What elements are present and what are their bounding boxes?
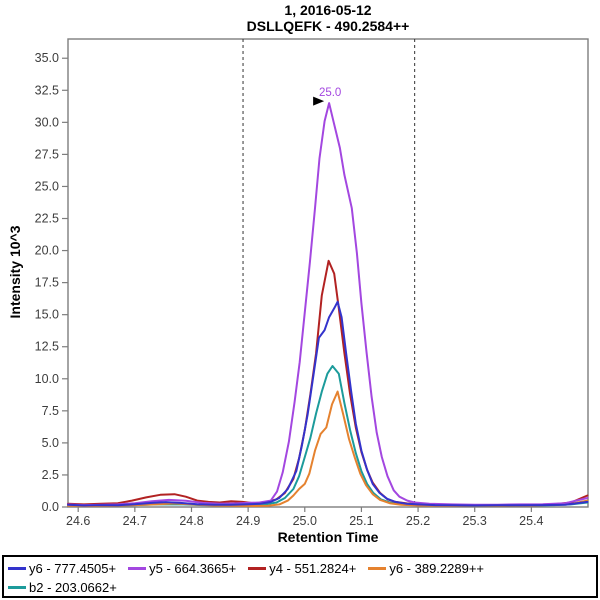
y-tick-label: 15.0 xyxy=(35,308,59,322)
chart-subtitle: DSLLQEFK - 490.2584++ xyxy=(246,18,410,34)
x-tick-label: 24.7 xyxy=(123,514,147,528)
trace-y6-777 xyxy=(67,300,589,507)
peak-annotation-label[interactable]: 25.0 xyxy=(319,87,341,99)
trace-y6-389 xyxy=(67,390,589,507)
trace-y5-664 xyxy=(67,102,589,507)
legend-swatch-darkred xyxy=(248,567,267,570)
y-tick-label: 5.0 xyxy=(42,436,59,450)
legend-item[interactable]: y6 - 777.4505+ xyxy=(8,559,116,578)
y-tick-label: 22.5 xyxy=(35,212,59,226)
plot-frame xyxy=(67,38,589,508)
y-tick-label: 0.0 xyxy=(42,500,59,514)
legend-swatch-orange xyxy=(368,567,387,570)
y-tick-label: 30.0 xyxy=(35,115,59,129)
trace-b2-203 xyxy=(67,365,589,507)
x-tick-label: 24.6 xyxy=(66,514,90,528)
trace-y4-551 xyxy=(67,259,589,507)
x-tick-label: 24.8 xyxy=(179,514,203,528)
legend-label: y5 - 664.3665+ xyxy=(149,561,237,576)
legend-swatch-purple xyxy=(128,567,147,570)
y-tick-label: 35.0 xyxy=(35,51,59,65)
y-axis-title: Intensity 10^3 xyxy=(7,225,23,319)
legend-item[interactable]: y5 - 664.3665+ xyxy=(128,559,236,578)
x-axis-title: Retention Time xyxy=(277,529,379,545)
legend-label: y6 - 777.4505+ xyxy=(29,561,117,576)
x-tick-label: 24.9 xyxy=(236,514,260,528)
y-tick-label: 10.0 xyxy=(35,372,59,386)
legend-label: y4 - 551.2824+ xyxy=(269,561,357,576)
x-tick-label: 25.0 xyxy=(293,514,317,528)
x-tick-label: 25.3 xyxy=(463,514,487,528)
y-tick-label: 25.0 xyxy=(35,179,59,193)
legend-item[interactable]: y6 - 389.2289++ xyxy=(368,559,484,578)
legend-item[interactable]: b2 - 203.0662+ xyxy=(8,578,117,597)
chart-title-block: 1, 2016-05-12 DSLLQEFK - 490.2584++ xyxy=(68,2,588,34)
legend-swatch-teal xyxy=(8,586,26,589)
x-tick-label: 25.4 xyxy=(519,514,543,528)
y-tick-label: 27.5 xyxy=(35,147,59,161)
chart-title: 1, 2016-05-12 xyxy=(284,2,372,18)
legend-swatch-blue xyxy=(8,567,26,570)
legend-label: y6 - 389.2289++ xyxy=(389,561,485,576)
legend-item[interactable]: y4 - 551.2824+ xyxy=(248,559,356,578)
y-tick-label: 17.5 xyxy=(35,276,59,290)
legend: y6 - 777.4505+ y5 - 664.3665+ y4 - 551.2… xyxy=(2,555,598,598)
y-tick-label: 20.0 xyxy=(35,244,59,258)
legend-label: b2 - 203.0662+ xyxy=(29,580,117,595)
x-tick-label: 25.2 xyxy=(406,514,430,528)
x-tick-label: 25.1 xyxy=(349,514,373,528)
y-tick-label: 7.5 xyxy=(42,404,59,418)
y-tick-label: 2.5 xyxy=(42,468,59,482)
y-tick-label: 12.5 xyxy=(35,340,59,354)
peak-annotation-arrow xyxy=(313,96,325,106)
y-tick-label: 32.5 xyxy=(35,83,59,97)
